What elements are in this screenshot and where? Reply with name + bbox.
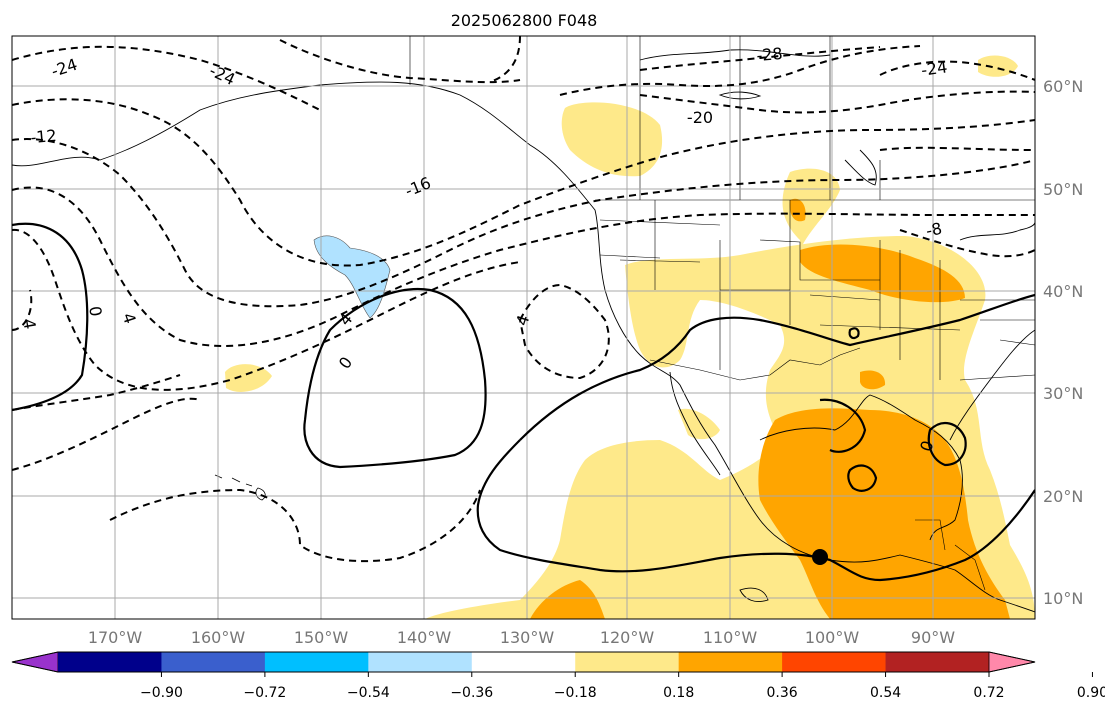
colorbar-extend-low [11,651,59,673]
lon-label: 130°W [500,628,555,647]
lon-label: 100°W [805,628,860,647]
lon-label: 160°W [191,628,246,647]
colorbar-ticks: −0.90 −0.72 −0.54 −0.36 −0.18 0.18 0.36 0.54 0.7… [140,672,1105,701]
colorbar-segment [782,652,887,672]
contour-label: -28 [756,44,784,65]
lon-label: 170°W [88,628,143,647]
colorbar-tick-label: 0.36 [767,685,798,701]
colorbar-segment [575,652,680,672]
lat-label: 30°N [1043,384,1083,403]
lat-label: 50°N [1043,180,1083,199]
colorbar-segment [161,652,266,672]
shaded-light-blue-regions [313,235,391,319]
coastlines [12,49,1035,613]
colorbar-extend-high [988,651,1036,673]
solid-contours [12,222,1035,582]
political-borders [409,36,1035,591]
map-panel: -24 -24 -28 -24 -12 -20 -16 -8 4 0 4 4 0… [11,35,1083,647]
dashed-contours [12,36,1035,563]
colorbar-tick-label: 0.18 [663,685,694,701]
colorbar: −0.90 −0.72 −0.54 −0.36 −0.18 0.18 0.36 0.54 0.7… [11,651,1105,701]
colorbar-tick-label: −0.54 [347,685,390,701]
colorbar-tick-label: −0.18 [554,685,597,701]
colorbar-segment [264,652,369,672]
contour-label: -20 [687,108,713,127]
lon-label: 150°W [294,628,349,647]
lon-label: 120°W [600,628,655,647]
contour-label: -8 [924,219,944,241]
colorbar-tick-label: 0.72 [973,685,1004,701]
contour-label: -24 [920,57,949,79]
contour-label: -12 [30,126,58,147]
colorbar-segment [885,652,990,672]
lat-label: 40°N [1043,282,1083,301]
colorbar-segment [678,652,783,672]
latitude-labels: 60°N 50°N 40°N 30°N 20°N 10°N [1043,77,1083,608]
lat-label: 60°N [1043,77,1083,96]
colorbar-tick-label: −0.90 [140,685,183,701]
contour-label: 4 [19,317,39,330]
map-frame [11,35,1036,620]
map-title: 2025062800 F048 [451,11,598,30]
colorbar-segment [471,652,576,672]
colorbar-tick-label: 0.90 [1077,685,1105,701]
longitude-labels: 170°W 160°W 150°W 140°W 130°W 120°W 110°… [88,628,955,647]
colorbar-tick-label: 0.54 [870,685,901,701]
lon-label: 140°W [397,628,452,647]
lat-label: 20°N [1043,487,1083,506]
colorbar-segments [11,651,1036,673]
lat-label: 10°N [1043,589,1083,608]
contour-label: 0 [85,305,105,318]
lon-label: 110°W [703,628,758,647]
colorbar-tick-label: −0.36 [450,685,493,701]
colorbar-outline [11,651,1036,673]
point-marker [812,549,828,565]
colorbar-segment [58,652,162,672]
lon-label: 90°W [911,628,955,647]
colorbar-segment [368,652,473,672]
colorbar-tick-label: −0.72 [243,685,286,701]
